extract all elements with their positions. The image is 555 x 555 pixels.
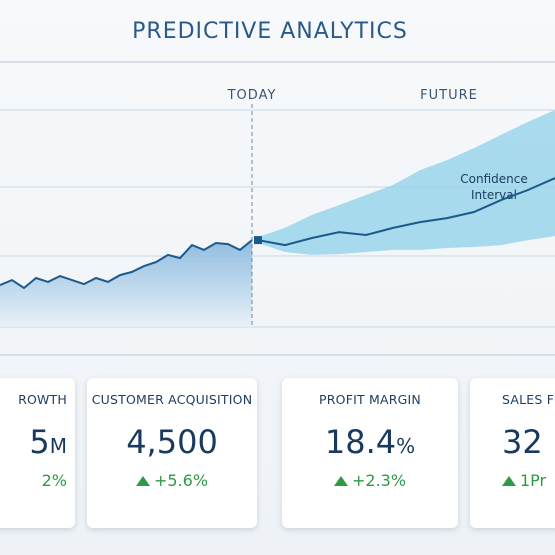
kpi-card: CUSTOMER ACQUISITION 4,500 +5.6%: [87, 378, 257, 528]
up-arrow: [135, 476, 150, 486]
kpi-change: 2%: [41, 471, 67, 490]
kpi-unit: %: [396, 434, 416, 458]
kpi-value: 5: [29, 423, 50, 461]
kpi-change-row: 1Pr: [502, 471, 555, 490]
history-line: [0, 239, 253, 290]
kpi-change: 1Pr: [520, 471, 547, 490]
title: PREDICTIVE ANALYTICS: [132, 19, 408, 44]
kpi-change: +2.3%: [351, 471, 407, 490]
kpi-label: SALES FO: [502, 392, 555, 407]
today-label: TODAY: [227, 88, 277, 103]
kpi-card: ROWTH 5M 2%: [0, 378, 75, 528]
kpi-value: 18.4: [324, 423, 397, 461]
kpi-card: PROFIT MARGIN 18.4% +2.3%: [282, 378, 458, 528]
kpi-value-row: 5M: [0, 423, 67, 461]
kpi-unit: M: [49, 434, 67, 458]
kpi-label: PROFIT MARGIN: [319, 392, 421, 407]
up-arrow: [502, 476, 516, 486]
kpi-card: SALES FO 32 1Pr: [470, 378, 555, 528]
kpi-change: +5.6%: [153, 471, 209, 490]
forecast-line: [257, 177, 555, 247]
kpi-label: ROWTH: [18, 392, 67, 407]
history-area: [0, 240, 252, 327]
kpi-value: 32: [502, 423, 543, 461]
confidence-band: [258, 110, 555, 255]
kpi-value-row: 32: [502, 423, 555, 461]
kpi-change-row: +2.3%: [282, 471, 458, 490]
future-label: FUTURE: [420, 88, 478, 103]
kpi-change-row: +5.6%: [87, 471, 257, 490]
forecast-marker: [254, 236, 262, 245]
kpi-change-row: 2%: [0, 471, 67, 490]
kpi-value-row: 18.4%: [282, 423, 458, 461]
chart: PREDICTIVE ANALYTICS TODAY FUTURE Confid…: [0, 19, 555, 356]
kpi-value-row: 4,500: [87, 423, 257, 461]
up-arrow: [333, 476, 348, 486]
kpi-value: 4,500: [126, 423, 218, 461]
kpi-label: CUSTOMER ACQUISITION: [91, 392, 253, 407]
